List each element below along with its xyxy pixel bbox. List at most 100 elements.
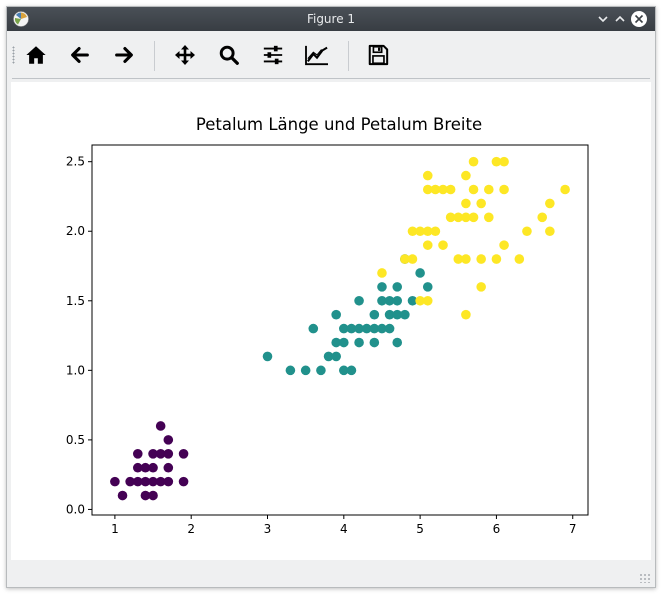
data-point [384, 323, 395, 334]
home-icon [26, 46, 46, 64]
data-point [384, 309, 395, 320]
close-icon[interactable] [630, 10, 648, 28]
data-point [468, 184, 479, 195]
data-point [430, 184, 441, 195]
data-point [377, 268, 387, 278]
data-point [163, 462, 174, 473]
data-point [407, 254, 418, 264]
floppy-disk-icon [368, 44, 389, 66]
data-point [148, 490, 158, 501]
x-tick-label: 1 [111, 522, 119, 536]
data-point [392, 295, 403, 306]
data-point [468, 156, 479, 167]
x-axis: 1 2 3 4 5 6 7 [111, 515, 577, 536]
data-point [346, 323, 357, 334]
forward-button[interactable] [108, 40, 140, 70]
data-point [476, 254, 486, 264]
move-icon [175, 45, 195, 65]
maximize-icon[interactable] [611, 10, 629, 28]
data-point [461, 198, 471, 209]
data-point [331, 351, 341, 362]
y-tick-label: 1.0 [66, 363, 85, 377]
data-point [331, 309, 341, 320]
chart-title: Petalum Länge und Petalum Breite [196, 115, 482, 134]
data-point [361, 323, 372, 334]
data-point [445, 184, 456, 195]
y-tick-label: 2.5 [66, 155, 85, 169]
data-point [316, 365, 326, 376]
toolbar-grip[interactable] [12, 46, 15, 64]
data-point [415, 268, 425, 278]
data-point [369, 337, 380, 348]
window-title: Figure 1 [306, 12, 356, 26]
scatter-plot[interactable]: Petalum Länge und Petalum Breite 1 2 3 4 5 6 7… [11, 82, 651, 561]
data-point [422, 282, 433, 292]
data-point [354, 295, 364, 306]
magnifier-icon [219, 45, 239, 65]
data-point [339, 337, 349, 348]
data-point [438, 184, 448, 195]
data-point [110, 476, 120, 487]
data-point [163, 448, 174, 459]
axes-frame [91, 144, 589, 516]
data-point [354, 337, 364, 348]
data-point [354, 323, 364, 334]
x-tick-label: 3 [264, 522, 272, 536]
navigation-toolbar [7, 31, 655, 78]
data-point [461, 309, 471, 320]
save-button[interactable] [362, 40, 394, 70]
data-point [300, 365, 311, 376]
back-button[interactable] [64, 40, 96, 70]
resize-grip-icon[interactable] [639, 573, 651, 583]
y-tick-label: 1.5 [66, 294, 85, 308]
zoom-button[interactable] [213, 40, 245, 70]
data-point [377, 323, 387, 334]
data-point [476, 198, 486, 209]
data-point [125, 476, 135, 487]
title-bar[interactable]: Figure 1 [7, 7, 655, 31]
data-point [285, 365, 296, 376]
data-point [369, 309, 380, 320]
y-tick-label: 2.0 [66, 224, 85, 238]
figure-canvas[interactable]: Petalum Länge und Petalum Breite 1 2 3 4 5 6 7… [11, 82, 651, 561]
home-button[interactable] [20, 40, 52, 70]
data-point [178, 476, 189, 487]
app-icon [13, 11, 29, 27]
data-point [339, 323, 349, 334]
data-point [132, 476, 143, 487]
data-point [430, 226, 441, 237]
sliders-icon [263, 45, 283, 65]
data-point [422, 226, 433, 237]
edit-axis-button[interactable] [301, 40, 333, 70]
data-point [377, 282, 387, 292]
data-point [407, 226, 418, 237]
toolbar-divider [12, 78, 650, 79]
data-point [461, 212, 471, 223]
data-point [262, 351, 273, 362]
configure-subplots-button[interactable] [257, 40, 289, 70]
data-point [545, 226, 555, 237]
data-point [499, 240, 509, 250]
data-point [476, 282, 486, 292]
data-point [499, 184, 509, 195]
data-point [132, 448, 143, 459]
data-point [545, 198, 555, 209]
data-point [117, 490, 128, 501]
x-tick-label: 4 [340, 522, 348, 536]
data-point [155, 448, 166, 459]
minimize-icon[interactable] [594, 10, 612, 28]
data-point [514, 254, 525, 264]
data-point [415, 295, 425, 306]
data-point [453, 254, 464, 264]
pan-button[interactable] [169, 40, 201, 70]
data-point [323, 351, 334, 362]
data-point [308, 323, 319, 334]
toolbar-separator [348, 41, 349, 71]
y-tick-label: 0.5 [66, 433, 85, 447]
data-point [400, 309, 410, 320]
data-point [339, 365, 349, 376]
status-bar [7, 560, 655, 587]
data-point [422, 184, 433, 195]
data-point [155, 476, 166, 487]
data-point [392, 282, 403, 292]
